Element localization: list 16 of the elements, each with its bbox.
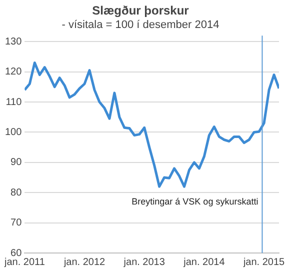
y-tick-label: 80 [10,187,22,198]
x-tick-label: jan. 2013 [122,256,166,268]
x-tick-label: jan. 2011 [3,256,46,268]
chart-subtitle: - vísitala = 100 í desember 2014 [62,19,220,32]
y-tick-label: 70 [10,218,22,229]
y-tick-label: 130 [4,36,22,48]
x-tick-label: jan. 2015 [242,256,286,268]
x-tick-label: jan. 2012 [62,256,106,268]
x-tick-label: jan. 2014 [182,256,226,268]
y-tick-label: 110 [6,96,22,108]
y-tick-label: 100 [4,126,22,138]
y-tick-label: 90 [10,157,22,168]
ref-line-label: Breytingar á VSK og sykurskatti [132,196,258,207]
chart-title: Slægður þorskur [92,4,190,18]
y-tick-label: 60 [10,248,22,259]
y-tick-label: 120 [4,66,22,78]
